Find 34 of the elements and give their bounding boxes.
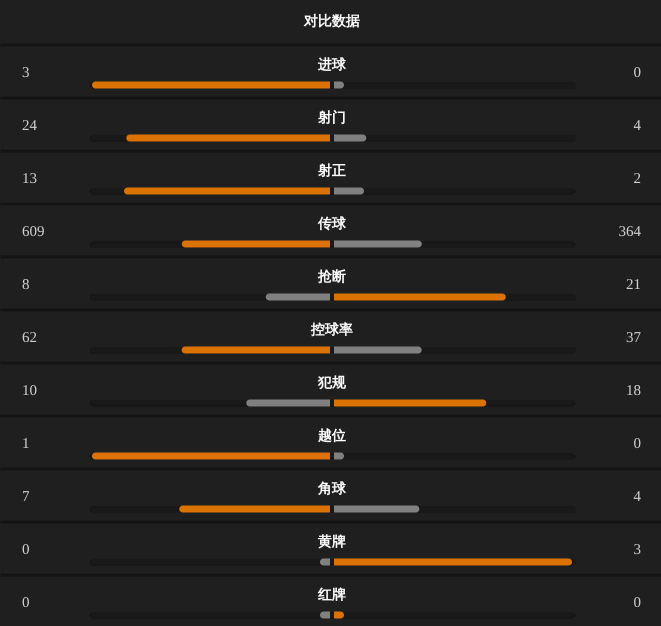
data-label: 2: [634, 171, 641, 187]
data-label: 3: [22, 65, 30, 81]
category-label: 犯规: [317, 375, 347, 391]
category-label: 抢断: [317, 269, 346, 285]
data-label: 62: [22, 330, 37, 346]
category-label: 进球: [317, 57, 347, 73]
category-label: 传球: [317, 216, 347, 232]
category-label: 红牌: [317, 587, 346, 603]
data-label: 13: [22, 171, 37, 187]
data-label: 21: [626, 277, 641, 293]
category-label: 射正: [317, 163, 346, 179]
category-label: 角球: [317, 481, 347, 497]
data-label: 7: [22, 489, 30, 505]
text: 对比数据: [303, 14, 360, 30]
data-label: 3: [634, 542, 641, 558]
data-label: 0: [22, 595, 30, 611]
data-label: 0: [634, 595, 641, 611]
data-label: 0: [634, 65, 641, 81]
data-label: 4: [634, 118, 642, 134]
data-label: 24: [22, 118, 38, 134]
data-label: 0: [634, 436, 641, 452]
data-label: 8: [22, 277, 30, 293]
data-label: 37: [626, 330, 642, 346]
data-label: 609: [22, 224, 44, 240]
data-label: 18: [626, 383, 641, 399]
data-label: 1: [22, 436, 30, 452]
data-label: 4: [634, 489, 642, 505]
data-label: 364: [618, 224, 642, 240]
category-label: 控球率: [310, 321, 353, 338]
category-label: 越位: [317, 428, 346, 444]
category-label: 黄牌: [317, 534, 346, 550]
data-label: 0: [22, 542, 30, 558]
category-label: 射门: [317, 109, 346, 126]
data-label: 10: [22, 383, 37, 399]
